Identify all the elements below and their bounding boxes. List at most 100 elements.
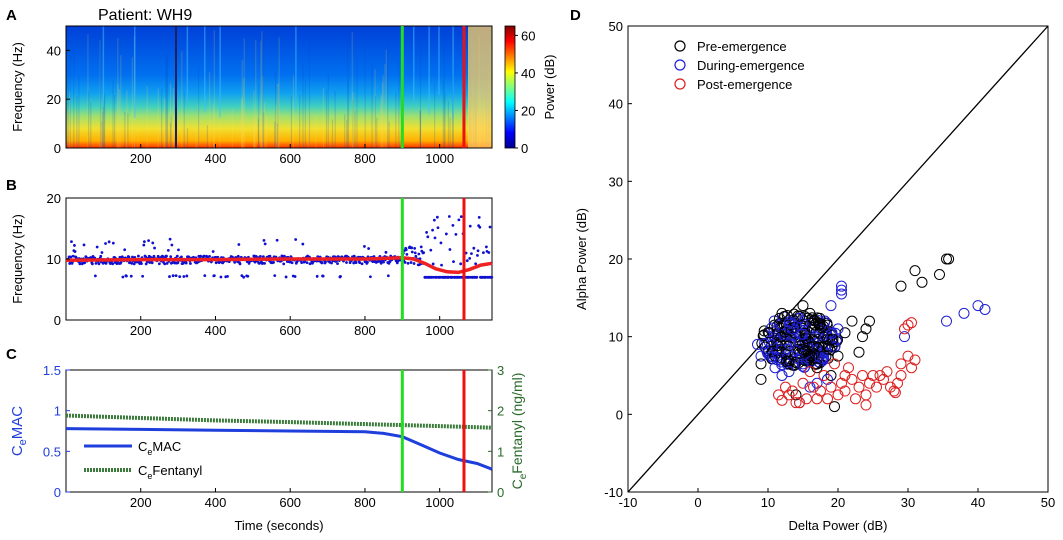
concentration-panel: 200 400 600 800 1000 0 0.5 1 1.5 0 1 2 3 CeMAC CeFen… [9, 363, 529, 533]
fentanyl-ytick-label: 3 [497, 363, 504, 378]
spectrogram-ytick-label: 40 [47, 43, 61, 58]
peak-frequency-dot [94, 261, 98, 265]
peak-frequency-dot [176, 261, 180, 265]
pre-emergence-point [755, 358, 767, 370]
peak-frequency-dot [214, 261, 218, 265]
peak-frequency-dot [125, 274, 128, 278]
post-emergence-point [818, 370, 830, 381]
peak-frequency-dot [178, 275, 182, 279]
peak-frequency-dot [127, 255, 131, 259]
peak-frequency-dot [487, 251, 491, 254]
fentanyl-ytick-label: 1 [497, 444, 504, 459]
peak-frequency-dot [386, 274, 390, 278]
peak-frequency-xtick-label: 800 [354, 323, 376, 338]
peak-frequency-dot [104, 242, 107, 245]
peak-frequency-dot [465, 259, 469, 263]
peak-frequency-dot [175, 254, 179, 258]
peak-frequency-dot [203, 274, 207, 278]
peak-frequency-dot [324, 260, 327, 264]
peak-frequency-dot [104, 261, 108, 265]
colorbar [504, 25, 516, 149]
peak-frequency-dot [457, 218, 461, 222]
pre-emergence-point [822, 343, 834, 355]
during-emergence-point [817, 353, 829, 365]
peak-frequency-dot [73, 244, 76, 247]
pre-emergence-point [776, 307, 788, 319]
peak-frequency-dot [405, 253, 409, 256]
peak-frequency-dot [395, 261, 399, 265]
during-emergence-point [811, 377, 823, 389]
peak-frequency-dot [262, 238, 266, 242]
during-emergence-point [797, 328, 809, 340]
peak-frequency-dot [141, 274, 145, 278]
during-emergence-point [766, 338, 778, 350]
post-emergence-point [808, 381, 819, 393]
post-emergence-point [825, 381, 837, 393]
peak-frequency-dot [476, 254, 479, 257]
peak-frequency-dot [320, 261, 324, 265]
peak-frequency-dot [422, 251, 426, 255]
during-emergence-point [831, 334, 843, 346]
peak-frequency-dot [360, 262, 364, 266]
peak-frequency-dot [459, 215, 463, 219]
delta-xtick-label: 30 [901, 495, 915, 510]
peak-frequency-dot [163, 262, 167, 266]
peak-frequency-dot [219, 275, 223, 279]
peak-frequency-dot [152, 254, 156, 258]
pre-emergence-point [790, 389, 802, 401]
peak-frequency-dot [71, 254, 75, 258]
peak-frequency-dot [237, 243, 241, 246]
peak-frequency-dot [303, 260, 307, 264]
fentanyl-ytick-label: 0 [497, 485, 504, 500]
peak-frequency-dot [482, 251, 485, 255]
post-emergence-point [895, 370, 907, 381]
post-emergence-point [797, 377, 809, 389]
peak-frequency-dot [459, 262, 463, 266]
post-emergence-point [853, 381, 865, 393]
post-emergence-point [843, 362, 854, 374]
spectrogram-image [66, 26, 492, 148]
during-emergence-point [767, 351, 779, 363]
peak-frequency-dot [107, 240, 111, 244]
fentanyl-line [65, 413, 493, 430]
peak-frequency-dot [73, 250, 77, 253]
peak-frequency-dot [431, 228, 434, 232]
peak-frequency-dot [168, 275, 171, 278]
panel-c-letter: C [6, 346, 17, 363]
post-emergence-point [804, 366, 816, 378]
peak-frequency-ytick-label: 10 [47, 252, 61, 267]
peak-frequency-dot [409, 261, 413, 264]
peak-frequency-dot [363, 245, 366, 248]
peak-frequency-dot [247, 261, 251, 265]
scatter-legend: Pre-emergence During-emergence Post-emerge… [674, 39, 805, 92]
peak-frequency-dot [129, 274, 133, 278]
delta-xtick-label: 40 [971, 495, 985, 510]
peak-frequency-dot [169, 255, 173, 259]
peak-frequency-dot [439, 241, 443, 245]
pre-emergence-point [783, 355, 795, 367]
peak-frequency-dot [165, 261, 169, 265]
peak-frequency-dot [412, 262, 416, 265]
peak-frequency-dot [121, 275, 125, 279]
peak-frequency-dot [321, 274, 325, 278]
peak-frequency-dot [171, 274, 175, 278]
post-emergence-point [829, 358, 840, 370]
post-emergence-point [864, 377, 875, 389]
post-emergence-point [787, 385, 798, 397]
peak-frequency-dot [157, 262, 161, 266]
peak-frequency-dot [452, 260, 455, 264]
pre-emergence-point [804, 307, 816, 319]
peak-frequency-dot [435, 215, 439, 219]
spectrogram-xtick-label: 200 [130, 151, 152, 166]
peak-frequency-dot [468, 224, 472, 228]
peak-frequency-dot [100, 251, 104, 254]
delta-xlabel: Delta Power (dB) [789, 518, 888, 533]
fentanyl-ylabel: CeFentanyl (ng/ml) [509, 373, 529, 490]
delta-xtick-label: -10 [619, 495, 638, 510]
peak-frequency-dot [367, 247, 371, 250]
peak-frequency-dot [413, 251, 417, 255]
during-emergence-point [899, 331, 910, 343]
pre-emergence-point [772, 340, 784, 352]
spectrogram-xtick-label: 400 [205, 151, 227, 166]
during-emergence-point [979, 303, 991, 315]
